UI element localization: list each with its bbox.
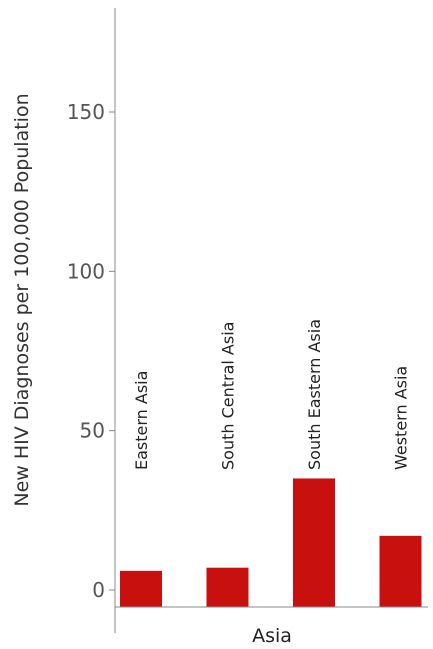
y-tick-label: 150 (67, 100, 105, 124)
y-ticks: 0 50 100 150 (67, 100, 115, 602)
x-group-label: Asia (252, 625, 292, 647)
category-label: South Eastern Asia (305, 319, 324, 470)
y-tick-label: 0 (92, 578, 105, 602)
category-label: South Central Asia (219, 322, 238, 470)
bar-south-eastern-asia[interactable] (293, 478, 335, 607)
bar-western-asia[interactable] (379, 535, 422, 607)
y-tick-label: 50 (80, 419, 105, 443)
category-label: Eastern Asia (132, 371, 151, 470)
bars (120, 478, 422, 607)
bar-eastern-asia[interactable] (120, 570, 162, 607)
bar-south-central-asia[interactable] (206, 567, 249, 607)
category-label: Western Asia (392, 366, 411, 470)
category-labels: Eastern Asia South Central Asia South East… (132, 319, 411, 470)
y-axis-title: New HIV Diagnoses per 100,000 Population (11, 93, 33, 506)
y-tick-label: 100 (67, 259, 105, 283)
